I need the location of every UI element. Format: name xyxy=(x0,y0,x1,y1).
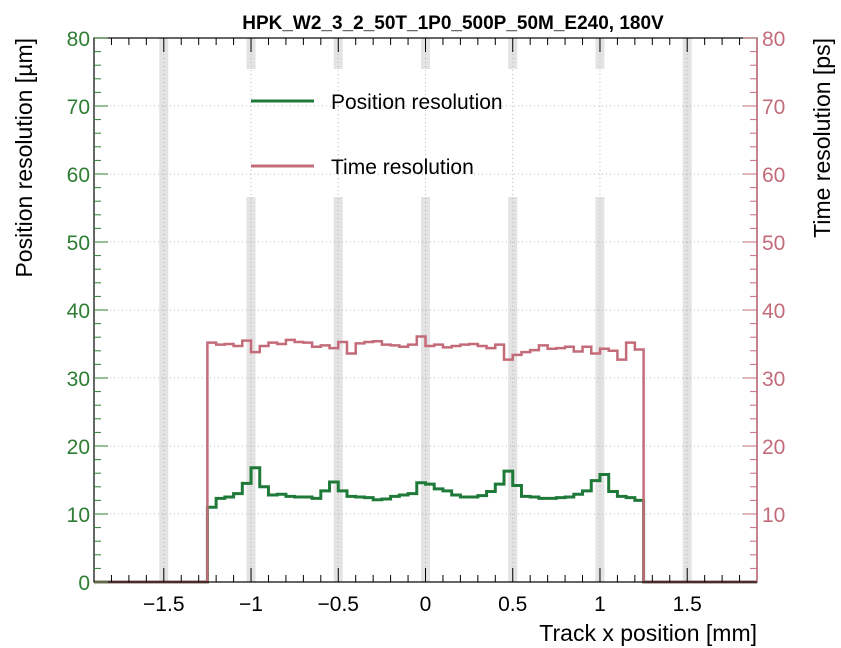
chart-title: HPK_W2_3_2_50T_1P0_500P_50M_E240, 180V xyxy=(242,13,664,34)
x-tick-label: −1 xyxy=(239,593,263,616)
y-tick-label-left: 80 xyxy=(67,28,90,51)
y-tick-label-right: 30 xyxy=(762,368,785,391)
y-tick-label-left: 50 xyxy=(67,232,90,255)
y-tick-label-left: 0 xyxy=(78,572,90,595)
y-tick-label-right: 80 xyxy=(762,28,785,51)
y-tick-label-left: 10 xyxy=(67,504,90,527)
y-tick-label-right: 50 xyxy=(762,232,785,255)
x-tick-label: 0 xyxy=(420,593,432,616)
y-tick-label-right: 70 xyxy=(762,96,785,119)
y-tick-label-left: 70 xyxy=(67,96,90,119)
y-tick-label-right: 20 xyxy=(762,436,785,459)
x-tick-label: 1 xyxy=(594,593,606,616)
x-axis-title: Track x position [mm] xyxy=(539,620,757,646)
y-axis-right-title: Time resolution [ps] xyxy=(809,38,835,238)
legend-label-time: Time resolution xyxy=(331,156,474,179)
y-tick-label-right: 60 xyxy=(762,164,785,187)
legend-label-position: Position resolution xyxy=(331,91,503,114)
y-tick-label-left: 30 xyxy=(67,368,90,391)
x-tick-label: 0.5 xyxy=(498,593,527,616)
y-tick-label-left: 20 xyxy=(67,436,90,459)
x-tick-label: 1.5 xyxy=(673,593,702,616)
x-tick-label: −1.5 xyxy=(143,593,184,616)
y-tick-label-left: 60 xyxy=(67,164,90,187)
y-tick-label-right: 40 xyxy=(762,300,785,323)
y-axis-left-title: Position resolution [µm] xyxy=(11,38,37,278)
y-tick-label-left: 40 xyxy=(67,300,90,323)
plot-area xyxy=(94,38,757,582)
x-tick-label: −0.5 xyxy=(318,593,359,616)
y-tick-label-right: 10 xyxy=(762,504,785,527)
